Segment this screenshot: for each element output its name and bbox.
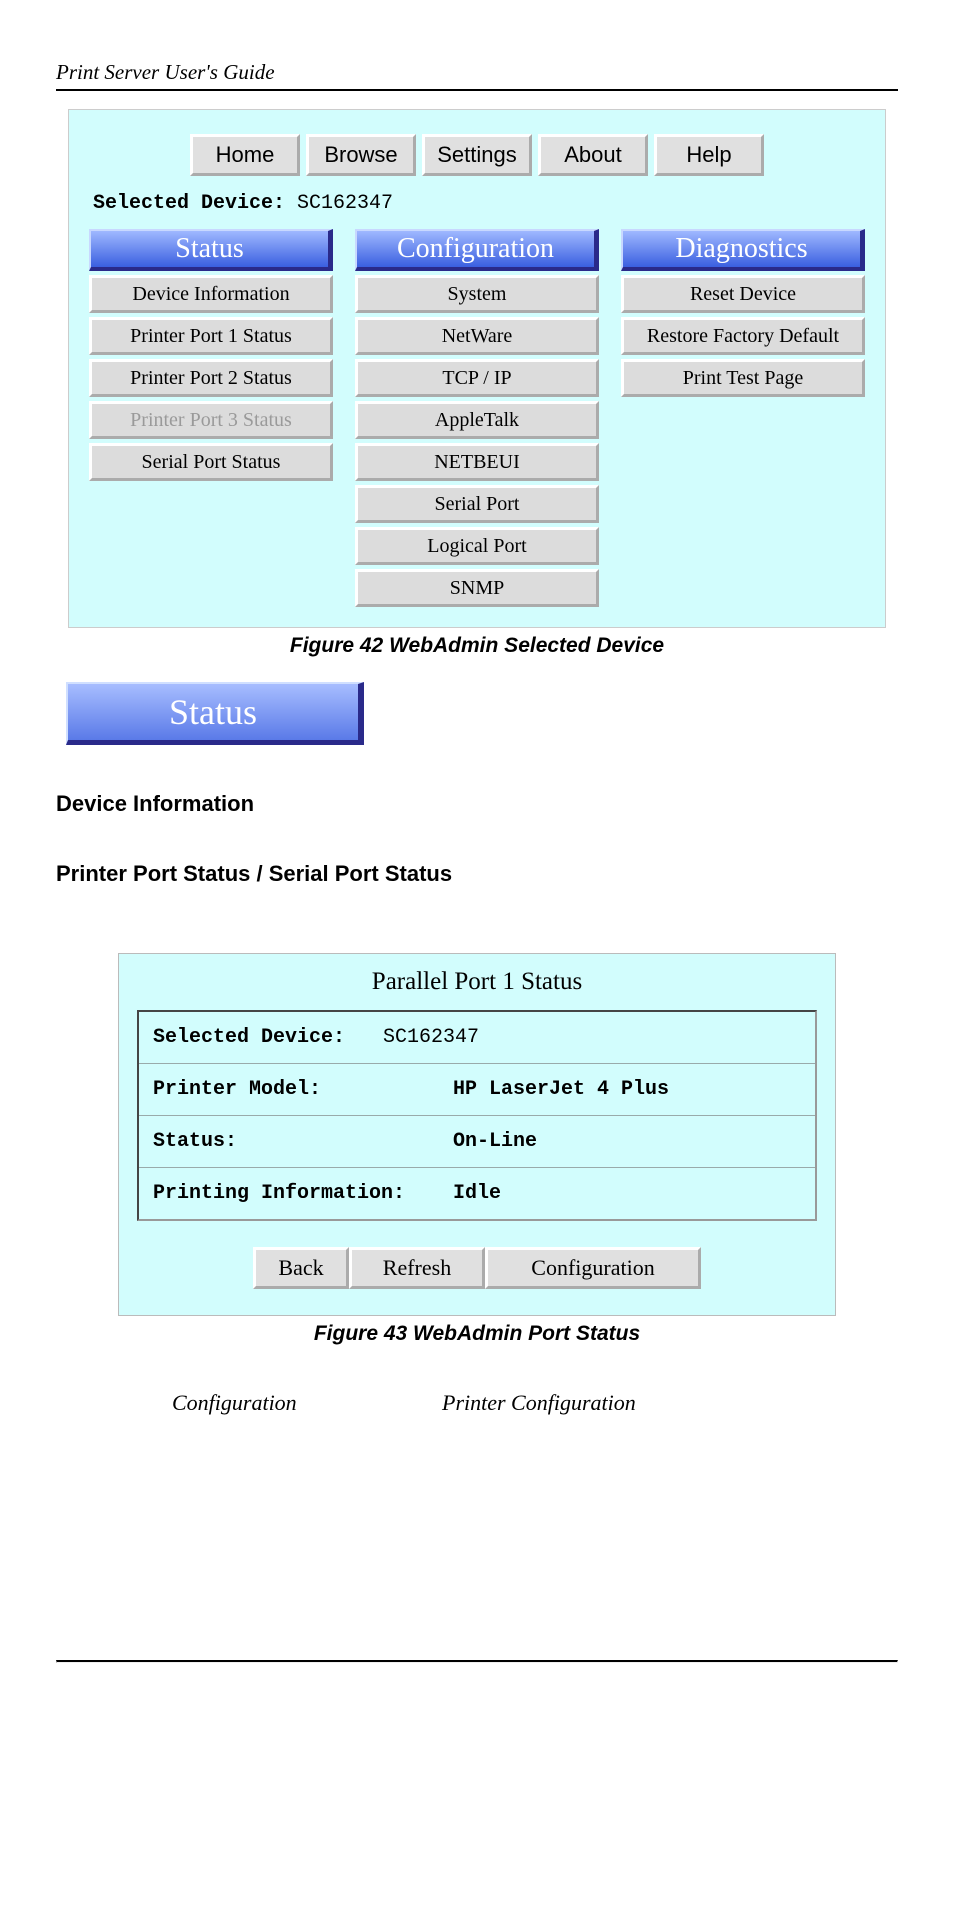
section-printer-port-status: Printer Port Status / Serial Port Status — [56, 861, 898, 887]
status-row: Status:On-Line — [139, 1116, 815, 1168]
menu-device-information-button[interactable]: Device Information — [89, 275, 333, 313]
category-columns: Status Device Information Printer Port 1 S… — [69, 229, 885, 627]
menu-printer-port-2-status-button[interactable]: Printer Port 2 Status — [89, 359, 333, 397]
status-label: Selected Device: — [153, 1026, 383, 1049]
menu-netbeui-button[interactable]: NETBEUI — [355, 443, 599, 481]
menu-restore-factory-default-button[interactable]: Restore Factory Default — [621, 317, 865, 355]
selected-device-label: Selected Device: — [93, 192, 285, 215]
menu-appletalk-button[interactable]: AppleTalk — [355, 401, 599, 439]
nav-settings-button[interactable]: Settings — [422, 134, 532, 176]
status-section-badge: Status — [66, 682, 364, 745]
column-configuration: Configuration System NetWare TCP / IP AppleT… — [355, 229, 599, 607]
status-row: Printing Information:Idle — [139, 1168, 815, 1219]
figure-43-caption: Figure 43 WebAdmin Port Status — [56, 1322, 898, 1346]
menu-netware-button[interactable]: NetWare — [355, 317, 599, 355]
configuration-button[interactable]: Configuration — [485, 1247, 701, 1289]
nav-help-button[interactable]: Help — [654, 134, 764, 176]
port-status-buttons: BackRefreshConfiguration — [137, 1247, 817, 1289]
status-row: Printer Model:HP LaserJet 4 Plus — [139, 1064, 815, 1116]
top-navbar: HomeBrowseSettingsAboutHelp — [69, 110, 885, 192]
page-header: Print Server User's Guide — [56, 60, 898, 85]
column-status: Status Device Information Printer Port 1 S… — [89, 229, 333, 607]
column-header-diagnostics[interactable]: Diagnostics — [621, 229, 865, 271]
menu-printer-port-3-status-button: Printer Port 3 Status — [89, 401, 333, 439]
menu-snmp-button[interactable]: SNMP — [355, 569, 599, 607]
menu-print-test-page-button[interactable]: Print Test Page — [621, 359, 865, 397]
status-label: Printer Model: — [153, 1078, 453, 1101]
config-word-2: Printer Configuration — [442, 1390, 636, 1416]
config-text-line: Configuration Printer Configuration — [172, 1390, 898, 1416]
menu-tcp-ip-button[interactable]: TCP / IP — [355, 359, 599, 397]
figure-42-webadmin-selected-device: HomeBrowseSettingsAboutHelp Selected Dev… — [68, 109, 886, 628]
footer-rule — [56, 1660, 898, 1663]
header-rule — [56, 89, 898, 91]
refresh-button[interactable]: Refresh — [349, 1247, 485, 1289]
status-row: Selected Device:SC162347 — [139, 1012, 815, 1064]
menu-serial-port-button[interactable]: Serial Port — [355, 485, 599, 523]
figure-43-webadmin-port-status: Parallel Port 1 Status Selected Device:S… — [118, 953, 836, 1316]
port-status-box: Selected Device:SC162347Printer Model:HP… — [137, 1010, 817, 1221]
selected-device-value: SC162347 — [297, 192, 393, 215]
selected-device-line: Selected Device: SC162347 — [69, 192, 885, 229]
menu-logical-port-button[interactable]: Logical Port — [355, 527, 599, 565]
menu-printer-port-1-status-button[interactable]: Printer Port 1 Status — [89, 317, 333, 355]
status-label: Status: — [153, 1130, 453, 1153]
status-label: Printing Information: — [153, 1182, 453, 1205]
status-value: HP LaserJet 4 Plus — [453, 1078, 669, 1101]
status-value: Idle — [453, 1182, 501, 1205]
nav-browse-button[interactable]: Browse — [306, 134, 416, 176]
section-device-information: Device Information — [56, 791, 898, 817]
column-header-status[interactable]: Status — [89, 229, 333, 271]
menu-system-button[interactable]: System — [355, 275, 599, 313]
column-header-configuration[interactable]: Configuration — [355, 229, 599, 271]
back-button[interactable]: Back — [253, 1247, 349, 1289]
figure-42-caption: Figure 42 WebAdmin Selected Device — [56, 634, 898, 658]
parallel-port-title: Parallel Port 1 Status — [137, 968, 817, 996]
menu-serial-port-status-button[interactable]: Serial Port Status — [89, 443, 333, 481]
status-value: SC162347 — [383, 1026, 479, 1049]
column-diagnostics: Diagnostics Reset Device Restore Factory D… — [621, 229, 865, 607]
status-value: On-Line — [453, 1130, 537, 1153]
nav-home-button[interactable]: Home — [190, 134, 300, 176]
config-word-1: Configuration — [172, 1390, 442, 1416]
nav-about-button[interactable]: About — [538, 134, 648, 176]
menu-reset-device-button[interactable]: Reset Device — [621, 275, 865, 313]
